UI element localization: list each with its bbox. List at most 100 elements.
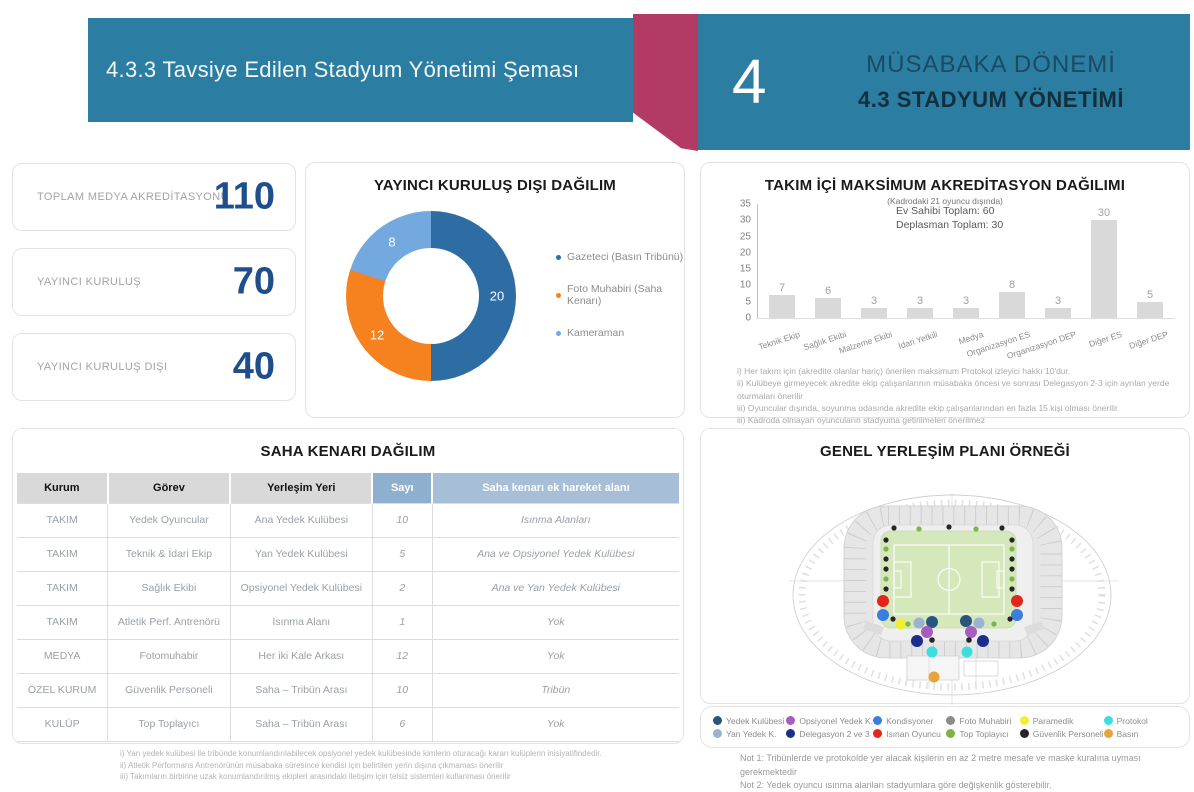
- legend-bullet-icon: [556, 254, 561, 260]
- stadium-legend-label: Opsiyonel Yedek K.: [799, 715, 874, 726]
- dot-yedek-kulubesi: [926, 616, 938, 628]
- stat-value: 110: [213, 175, 275, 218]
- y-axis-line: [757, 204, 758, 319]
- stadium-legend-item: Isınan Oyuncu: [873, 729, 946, 739]
- stat-card-broadcaster: YAYINCI KURULUŞ 70: [12, 248, 296, 316]
- donut-chart: 20 12 8: [346, 211, 516, 381]
- bar-footnote-line: iii) Kadroda olmayan oyuncuların stadyum…: [737, 415, 986, 426]
- bar-slot: 3: [1035, 204, 1081, 318]
- stadium-panel: GENEL YERLEŞİM PLANI ÖRNEĞİ: [700, 428, 1190, 705]
- stadium-legend-item: Delegasyon 2 ve 3: [786, 729, 873, 739]
- bar-value-label: 7: [778, 282, 786, 295]
- table-cell: Saha – Tribün Arası: [229, 672, 373, 708]
- table-cell: KULÜP: [17, 706, 109, 742]
- dot-top-toplayici: [1009, 546, 1015, 552]
- legend-dot-icon: [1103, 716, 1113, 725]
- table-row: TAKIM Atletik Perf. Antrenörü Isınma Alanı…: [17, 604, 679, 640]
- table-cell: Opsiyonel Yedek Kulübesi: [229, 570, 373, 606]
- table-cell: TAKIM: [17, 502, 109, 538]
- table-footnote-line: ii) Atletik Performans Antrenörünün müsa…: [120, 760, 504, 770]
- bar: [861, 308, 887, 318]
- x-tick-label: Diğer DEP: [1127, 329, 1170, 351]
- donut-legend-label: Kameraman: [567, 327, 625, 339]
- dot-guvenlik-personeli: [946, 524, 952, 530]
- table-cell: TAKIM: [17, 536, 109, 572]
- stadium-legend-label: Protokol: [1116, 715, 1148, 726]
- y-tick-label: 20: [739, 247, 751, 259]
- table-row: TAKIM Teknik & İdari Ekip Yan Yedek Kulübe…: [17, 536, 679, 572]
- column-header: Görev: [107, 473, 232, 503]
- table-header-row: Kurum Görev Yerleşim Yeri Sayı Saha kenarı e…: [17, 473, 679, 503]
- x-slot: Organizasyon DEP: [1005, 321, 1081, 361]
- table-cell: Isınma Alanları: [431, 502, 679, 538]
- donut-legend-label: Foto Muhabiri (Saha Kenarı): [567, 283, 663, 307]
- x-slot: Diğer ES: [1081, 321, 1127, 355]
- header-right-banner: 4 MÜSABAKA DÖNEMİ 4.3 STADYUM YÖNETİMİ: [698, 14, 1190, 150]
- bar-slot: 8: [989, 204, 1035, 318]
- stat-value: 40: [232, 345, 275, 388]
- bar-chart-footnotes: i) Her takım için (akredite olanlar hari…: [737, 365, 1189, 427]
- legend-dot-icon: [1103, 729, 1113, 738]
- dot-guvenlik-personeli: [929, 637, 935, 643]
- table-cell: MEDYA: [17, 638, 109, 674]
- dot-isinan-oyuncu: [877, 595, 889, 607]
- table-cell: Ana ve Opsiyonel Yedek Kulübesi: [431, 536, 679, 572]
- column-header: Kurum: [17, 473, 109, 503]
- stadium-legend-item: Basın: [1103, 728, 1177, 739]
- bar: [1091, 220, 1117, 318]
- table-cell: Top Toplayıcı: [107, 706, 231, 742]
- bar: [769, 295, 795, 318]
- legend-dot-icon: [786, 729, 796, 738]
- x-slot: Diğer DEP: [1127, 321, 1173, 355]
- donut-value-gazeteci: 20: [489, 288, 505, 304]
- table-cell: 12: [371, 638, 433, 674]
- donut-legend-label: Gazeteci (Basın Tribünü): [567, 251, 684, 263]
- dot-kondisyoner: [1011, 609, 1023, 621]
- stadium-note-line: Not 2: Yedek oyuncu ısınma alanları stad…: [740, 780, 1052, 790]
- y-tick-label: 5: [745, 296, 751, 308]
- dot-opsiyonel-yedek: [921, 626, 933, 638]
- bar-slot: 3: [943, 204, 989, 318]
- stat-card-non-broadcaster: YAYINCI KURULUŞ DIŞI 40: [12, 333, 296, 401]
- bar-chart-annotations: Ev Sahibi Toplam: 60 Deplasman Toplam: 30: [896, 204, 1003, 232]
- table-cell: Fotomuhabir: [107, 638, 231, 674]
- bar-slot: 3: [897, 204, 943, 318]
- bar-value-label: 3: [870, 295, 878, 308]
- dot-guvenlik-personeli: [1009, 566, 1015, 572]
- stadium-legend-item: Güvenlik Personeli: [1019, 729, 1104, 739]
- bar-footnote-line: i) Her takım için (akredite olanlar hari…: [737, 366, 1071, 376]
- stadium-legend-label: Basın: [1116, 728, 1139, 739]
- dot-delegasyon: [911, 635, 923, 647]
- stadium-legend-label: Top Toplayıcı: [959, 728, 1009, 739]
- table-cell: ÖZEL KURUM: [17, 672, 109, 708]
- column-header: Yerleşim Yeri: [230, 473, 374, 503]
- donut-legend-item: Foto Muhabiri (Saha Kenarı): [556, 283, 684, 307]
- page-title: 4.3.3 Tavsiye Edilen Stadyum Yönetimi Şe…: [106, 57, 580, 82]
- bar-value-label: 5: [1146, 288, 1154, 301]
- column-header: Saha kenarı ek hareket alanı: [432, 473, 679, 503]
- table-cell: Güvenlik Personeli: [107, 672, 231, 708]
- dot-top-toplayici: [905, 621, 911, 627]
- stat-label: TOPLAM MEDYA AKREDİTASYONU: [37, 191, 229, 203]
- dot-basin: [928, 671, 940, 683]
- legend-dot-icon: [946, 716, 956, 725]
- bar-value-label: 3: [916, 295, 924, 308]
- saha-kenari-table: Kurum Görev Yerleşim Yeri Sayı Saha kenarı e…: [17, 473, 679, 742]
- x-slot: Teknik Ekip: [757, 321, 805, 355]
- bar-footnote-line: iii) Oyuncular dışında, soyunma odasında…: [737, 402, 1118, 413]
- dot-top-toplayici: [883, 576, 889, 582]
- stadium-notes: Not 1: Tribünlerde ve protokolde yer ala…: [740, 752, 1194, 792]
- x-tick-label: Teknik Ekip: [757, 329, 802, 352]
- bar: [1045, 308, 1071, 318]
- stadium-legend-label: Yan Yedek K.: [726, 728, 777, 739]
- donut-chart-panel: YAYINCI KURULUŞ DIŞI DAĞILIM 20 12 8 Gaz…: [305, 162, 685, 418]
- bar-slot: 5: [1127, 204, 1173, 318]
- section-title: MÜSABAKA DÖNEMİ: [866, 51, 1116, 78]
- legend-dot-icon: [786, 716, 796, 725]
- x-tick-label: İdari Yetkili: [897, 329, 940, 352]
- legend-dot-icon: [713, 716, 722, 725]
- table-cell: 10: [371, 672, 433, 708]
- table-cell: Her iki Kale Arkası: [229, 638, 373, 674]
- dot-guvenlik-personeli: [1009, 556, 1015, 562]
